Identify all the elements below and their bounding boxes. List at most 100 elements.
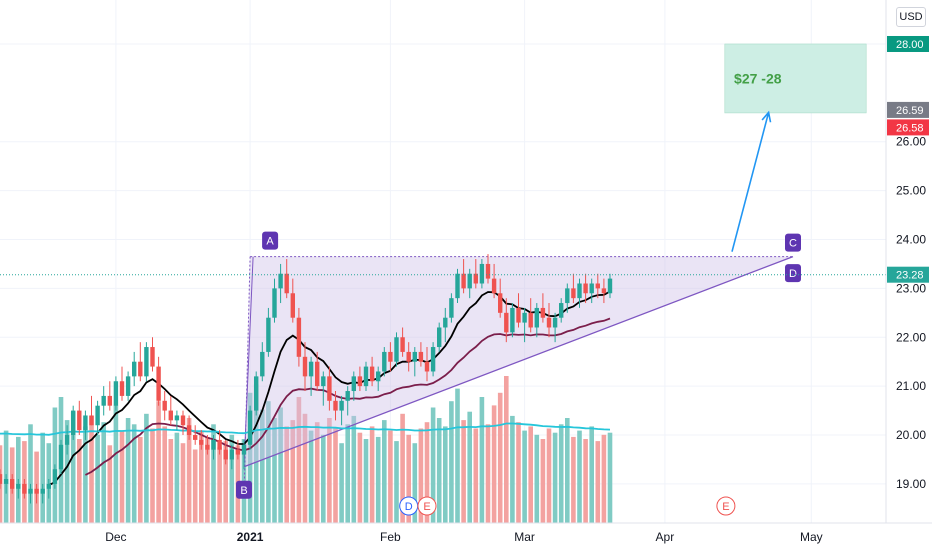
point-badge-label: A xyxy=(266,236,274,248)
candle xyxy=(491,263,497,299)
volume-bar xyxy=(449,401,454,523)
time-axis[interactable]: NovDec2021FebMarAprMayJunJul xyxy=(0,522,932,550)
triangle-pattern[interactable]: A B C D xyxy=(236,231,801,499)
volume-bar xyxy=(595,441,601,523)
candle-body xyxy=(46,483,51,489)
candle xyxy=(119,366,125,401)
volume-bar xyxy=(260,409,265,523)
candle-body xyxy=(467,273,472,289)
candle-body xyxy=(22,483,27,494)
earnings-marker[interactable]: E xyxy=(417,496,437,516)
event-markers[interactable]: EDEE xyxy=(0,496,736,516)
price-tick-label: 19.00 xyxy=(896,477,926,491)
volume-bar xyxy=(333,428,338,523)
volume-bar xyxy=(339,443,344,523)
candle-body xyxy=(504,312,509,333)
volume-bar xyxy=(430,407,436,523)
candle-body xyxy=(10,479,15,489)
candle-body xyxy=(601,288,607,294)
volume-bar xyxy=(223,441,228,523)
candle-body xyxy=(565,288,570,304)
volume-bar xyxy=(278,407,283,523)
candle xyxy=(199,430,204,450)
point-a-badge[interactable]: A xyxy=(262,231,279,250)
candle xyxy=(418,342,424,367)
candle-body xyxy=(369,366,375,382)
volume-bar xyxy=(565,418,570,523)
candle-body xyxy=(455,273,460,299)
volume-bar xyxy=(589,426,594,523)
candle xyxy=(589,278,594,304)
candle xyxy=(3,474,9,494)
point-c-badge[interactable]: C xyxy=(785,233,801,252)
candle xyxy=(498,278,503,318)
candle-body xyxy=(607,278,613,294)
candle-body xyxy=(443,317,448,328)
candle xyxy=(46,479,51,499)
volume-bar xyxy=(308,430,314,523)
currency-button[interactable]: USD xyxy=(896,7,926,27)
volume-bar xyxy=(192,449,198,523)
volume-bar xyxy=(272,418,277,523)
candle-body xyxy=(382,351,387,372)
price-target[interactable]: $27 -28 xyxy=(724,43,867,252)
point-d-badge[interactable]: D xyxy=(785,264,801,283)
candle xyxy=(58,439,64,475)
candle-body xyxy=(125,376,131,396)
candle xyxy=(302,342,308,392)
candle xyxy=(290,278,295,323)
candle xyxy=(211,435,216,460)
dividend-marker[interactable]: D xyxy=(399,496,419,516)
candle-body xyxy=(162,400,167,411)
candle-body xyxy=(449,298,454,318)
volume-bar xyxy=(150,428,155,523)
volume-bar xyxy=(540,439,546,523)
volume-bar xyxy=(89,415,94,523)
candle xyxy=(95,400,100,436)
volume-ma-line xyxy=(0,422,611,436)
candle-body xyxy=(272,288,277,318)
volume-bar xyxy=(406,434,411,523)
candle xyxy=(394,332,399,367)
candle xyxy=(546,303,552,338)
candle xyxy=(455,268,460,304)
volume-bar xyxy=(168,439,174,523)
candle xyxy=(144,342,149,382)
candle-body xyxy=(546,317,552,328)
candle-body xyxy=(473,273,478,284)
time-tick-label: Feb xyxy=(380,530,401,544)
volume-bar xyxy=(504,376,509,523)
volume-bar xyxy=(369,426,375,523)
volume-bar xyxy=(491,405,497,523)
candle-body xyxy=(95,405,100,426)
candle-body xyxy=(266,317,271,352)
pattern-leg xyxy=(243,256,254,467)
price-axis[interactable]: 19.00 20.00 21.00 22.00 23.00 24.00 25.00 26.00… xyxy=(885,0,932,550)
candle xyxy=(400,327,405,357)
earnings-marker[interactable]: E xyxy=(716,496,736,516)
candle-body xyxy=(345,391,350,401)
candle xyxy=(272,278,277,323)
candle xyxy=(260,342,265,382)
time-tick-label: Mar xyxy=(514,530,535,544)
candle-body xyxy=(552,317,558,328)
marker-label: E xyxy=(722,501,729,513)
point-b-badge[interactable]: B xyxy=(236,480,252,499)
candle xyxy=(174,410,180,431)
candle xyxy=(504,298,509,343)
candle xyxy=(156,356,161,406)
volume-bar xyxy=(321,434,326,523)
volume-bar xyxy=(436,418,442,523)
candle xyxy=(449,293,454,323)
candle xyxy=(607,273,613,299)
volume-bar xyxy=(479,397,485,523)
volume-bar xyxy=(412,443,418,523)
price-tick-label: 20.00 xyxy=(896,428,926,442)
candle xyxy=(138,342,143,382)
candle xyxy=(125,371,131,401)
volume-bar xyxy=(205,436,210,523)
candle-body xyxy=(180,415,186,426)
volume-bar xyxy=(186,418,192,523)
